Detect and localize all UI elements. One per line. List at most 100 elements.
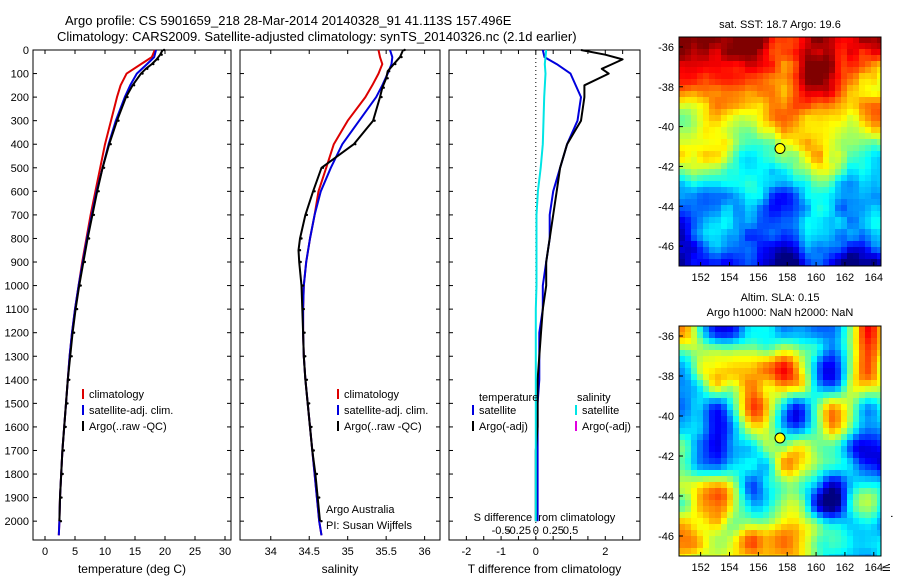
map-cell — [745, 542, 752, 549]
map-cell — [799, 422, 806, 429]
map-cell — [775, 350, 782, 357]
map-cell — [721, 139, 728, 146]
map-cell — [847, 205, 854, 212]
map-cell — [853, 67, 860, 74]
map-cell — [721, 368, 728, 375]
map-cell — [757, 127, 764, 134]
map-cell — [727, 109, 734, 116]
map-cell — [877, 121, 884, 128]
map-cell — [745, 332, 752, 339]
map-cell — [679, 49, 686, 56]
map-cell — [679, 410, 686, 417]
map-cell — [877, 422, 884, 429]
map-cell — [775, 247, 782, 254]
map-cell — [733, 482, 740, 489]
map-cell — [751, 229, 758, 236]
map-cell — [769, 386, 776, 393]
map-cell — [745, 536, 752, 543]
series-line — [58, 49, 164, 522]
map-cell — [817, 181, 824, 188]
map-cell — [799, 518, 806, 525]
map-cell — [679, 500, 686, 507]
map-cell — [727, 247, 734, 254]
map-cell — [703, 452, 710, 459]
map-cell — [781, 205, 788, 212]
map-cell — [811, 434, 818, 441]
map-cell — [859, 163, 866, 170]
x-tick-label: 152 — [691, 562, 709, 574]
map-cell — [691, 247, 698, 254]
map-cell — [745, 97, 752, 104]
map-cell — [865, 37, 872, 44]
map-cell — [703, 398, 710, 405]
map-cell — [871, 55, 878, 62]
map-cell — [799, 536, 806, 543]
map-cell — [715, 488, 722, 495]
map-cell — [775, 326, 782, 333]
map-cell — [823, 229, 830, 236]
map-cell — [763, 217, 770, 224]
map-cell — [829, 482, 836, 489]
map-cell — [739, 440, 746, 447]
map-cell — [691, 494, 698, 501]
map-cell — [715, 476, 722, 483]
map-cell — [811, 85, 818, 92]
map-cell — [733, 91, 740, 98]
map-cell — [877, 151, 884, 158]
map-cell — [763, 97, 770, 104]
map-cell — [763, 398, 770, 405]
map-cell — [715, 235, 722, 242]
map-cell — [835, 422, 842, 429]
map-cell — [685, 374, 692, 381]
map-cell — [781, 103, 788, 110]
map-cell — [859, 326, 866, 333]
map-cell — [805, 446, 812, 453]
map-cell — [871, 253, 878, 260]
map-cell — [721, 476, 728, 483]
map-cell — [865, 85, 872, 92]
map-cell — [877, 332, 884, 339]
map-cell — [745, 368, 752, 375]
map-cell — [841, 458, 848, 465]
x-tick-label: 2 — [602, 546, 608, 558]
x-top-tick-label: 0.25 — [542, 525, 563, 537]
map-cell — [721, 115, 728, 122]
map-cell — [757, 416, 764, 423]
map-cell — [853, 446, 860, 453]
map-cell — [877, 97, 884, 104]
map-cell — [787, 121, 794, 128]
map-cell — [787, 97, 794, 104]
map-cell — [817, 350, 824, 357]
map-cell — [769, 350, 776, 357]
map-cell — [733, 392, 740, 399]
map-cell — [751, 530, 758, 537]
map-cell — [793, 37, 800, 44]
map-cell — [823, 223, 830, 230]
map-cell — [679, 85, 686, 92]
map-cell — [691, 115, 698, 122]
map-cell — [865, 151, 872, 158]
map-cell — [685, 223, 692, 230]
map-cell — [715, 139, 722, 146]
map-cell — [763, 518, 770, 525]
map-cell — [727, 476, 734, 483]
map-cell — [805, 139, 812, 146]
argo-point — [109, 143, 112, 146]
map-cell — [823, 512, 830, 519]
map-cell — [763, 386, 770, 393]
map-cell — [805, 332, 812, 339]
map-cell — [727, 536, 734, 543]
map-cell — [829, 121, 836, 128]
map-cell — [835, 85, 842, 92]
map-cell — [745, 127, 752, 134]
map-cell — [781, 428, 788, 435]
map-cell — [715, 145, 722, 152]
map-cell — [835, 139, 842, 146]
map-cell — [769, 217, 776, 224]
map-cell — [709, 217, 716, 224]
map-cell — [703, 350, 710, 357]
map-cell — [817, 43, 824, 50]
map-cell — [697, 115, 704, 122]
map-cell — [775, 127, 782, 134]
map-cell — [691, 103, 698, 110]
